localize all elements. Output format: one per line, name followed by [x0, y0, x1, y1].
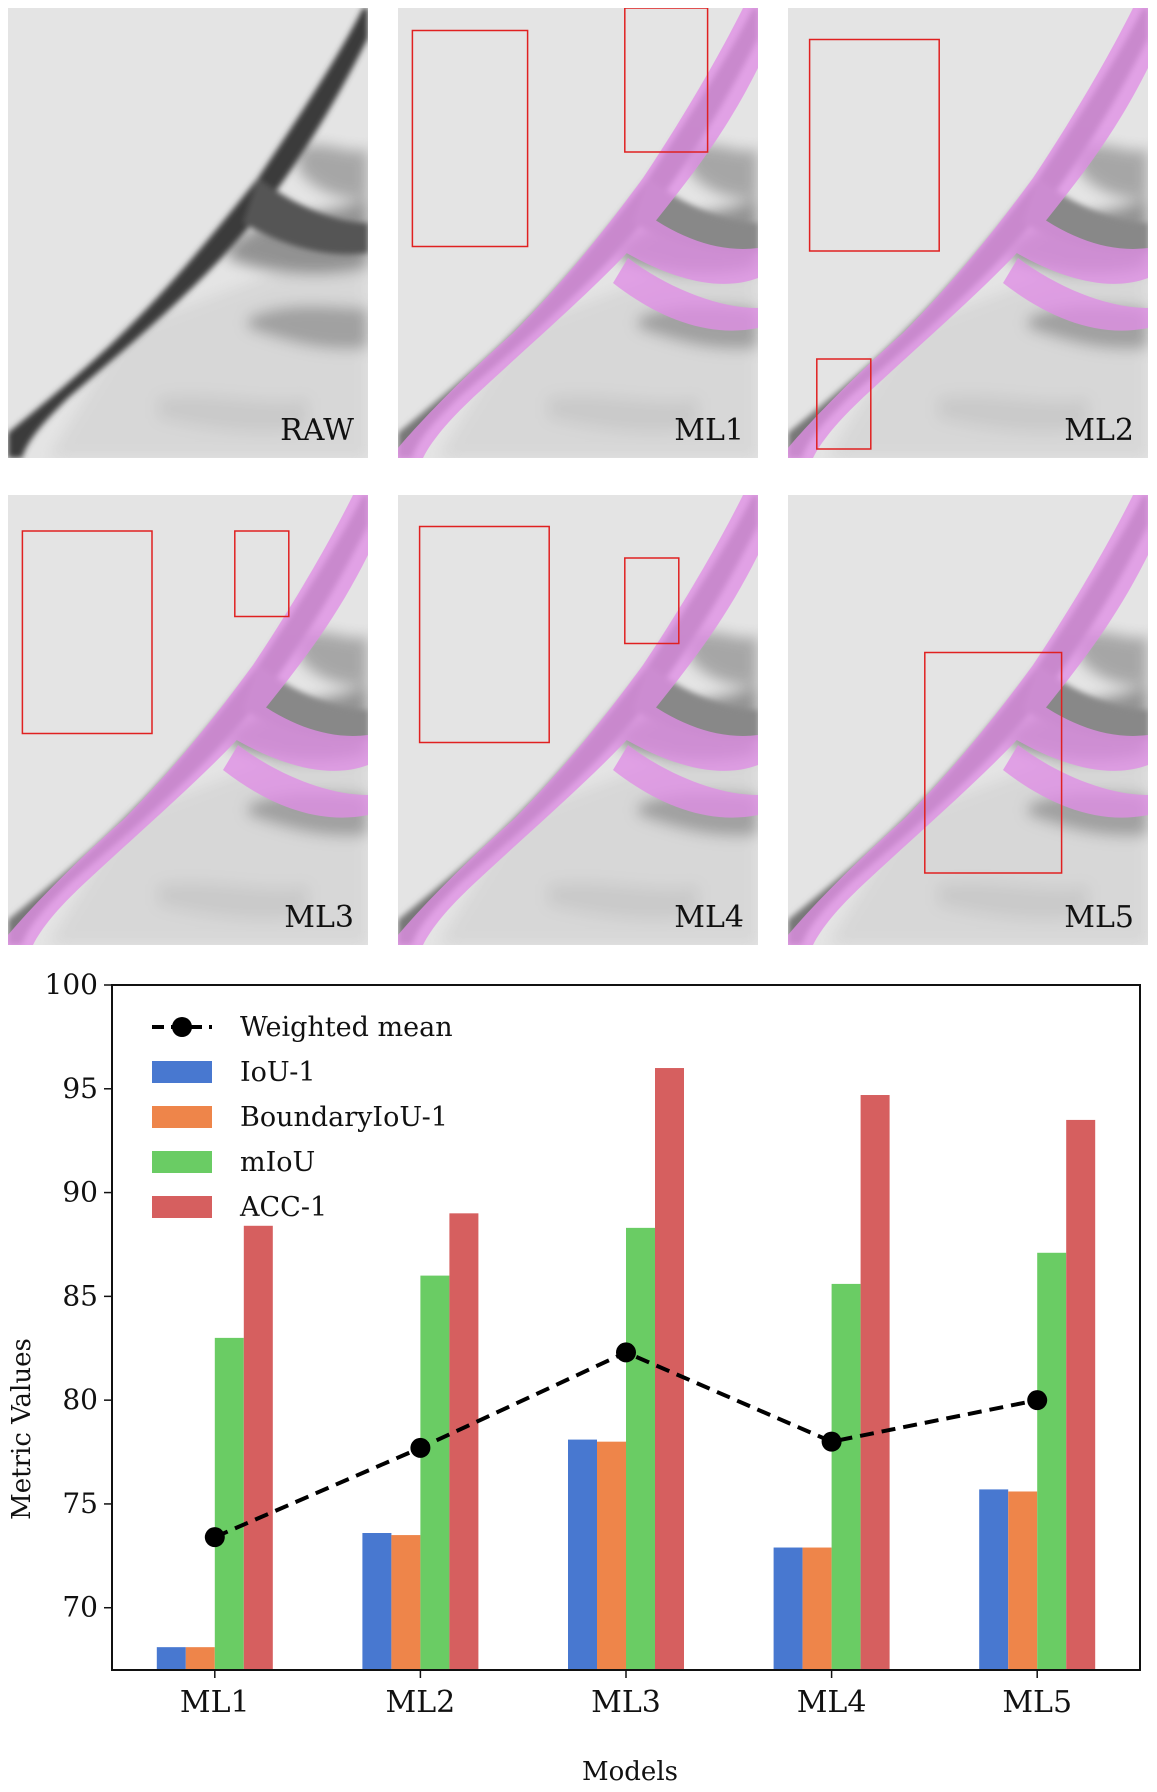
legend-entry-acc-1: ACC-1: [152, 1192, 327, 1223]
x-tick-label: ML4: [797, 1685, 867, 1720]
svg-text:Weighted mean: Weighted mean: [240, 1012, 453, 1043]
bar-boundaryiou-1-ml1: [185, 1647, 215, 1670]
y-axis-label: Metric Values: [7, 1338, 37, 1520]
panel-ml3: ML3: [8, 495, 368, 945]
zoom-box: [808, 38, 940, 252]
bar-iou-1-ml2: [362, 1533, 392, 1670]
weighted-mean-point-ml3: [616, 1342, 636, 1363]
zoom-box: [234, 530, 290, 618]
micrograph-image: [398, 495, 758, 945]
weighted-mean-point-ml1: [204, 1527, 225, 1548]
bar-miou-ml2: [420, 1275, 450, 1670]
bar-iou-1-ml5: [979, 1489, 1009, 1670]
x-tick-label: ML1: [180, 1685, 250, 1720]
bar-acc-1-ml4: [860, 1095, 890, 1670]
legend-entry-boundaryiou-1: BoundaryIoU-1: [152, 1102, 448, 1133]
bar-iou-1-ml1: [156, 1647, 186, 1670]
y-tick-label: 70: [62, 1591, 98, 1624]
y-tick-label: 80: [62, 1383, 98, 1416]
legend-entry-weighted-mean: Weighted mean: [152, 1012, 453, 1043]
y-tick-label: 90: [62, 1176, 98, 1209]
bar-boundaryiou-1-ml5: [1008, 1491, 1038, 1670]
legend-entry-miou: mIoU: [152, 1147, 315, 1178]
micrograph-image: [8, 495, 368, 945]
micrograph-image: [788, 8, 1148, 458]
axes-layer: 70 75 80 85 90 95 100 ML1 ML2 ML3 ML4 ML5: [45, 968, 1141, 1720]
panel-label: RAW: [280, 413, 354, 448]
bar-miou-ml5: [1037, 1252, 1067, 1670]
bar-acc-1-ml1: [243, 1225, 273, 1670]
panel-label: ML2: [1064, 413, 1134, 448]
weighted-mean-line-layer: [204, 1342, 1048, 1548]
svg-text:mIoU: mIoU: [240, 1147, 315, 1178]
panel-ml2: ML2: [788, 8, 1148, 458]
zoom-box: [624, 557, 680, 645]
legend-entry-iou-1: IoU-1: [152, 1057, 316, 1088]
panel-ml4: ML4: [398, 495, 758, 945]
bar-acc-1-ml5: [1066, 1119, 1096, 1670]
bar-boundaryiou-1-ml3: [597, 1441, 626, 1670]
bar-boundaryiou-1-ml4: [802, 1547, 832, 1670]
zoom-box: [411, 29, 529, 248]
weighted-mean-point-ml4: [821, 1431, 842, 1452]
micrograph-image: [8, 8, 368, 458]
zoom-box: [418, 525, 550, 744]
x-axis-label: Models: [582, 1757, 678, 1787]
bar-iou-1-ml4: [773, 1547, 803, 1670]
zoom-box: [816, 358, 872, 450]
y-tick-label: 100: [45, 968, 98, 1001]
panel-label: ML4: [674, 900, 744, 935]
bar-miou-ml3: [626, 1227, 655, 1670]
bar-miou-ml1: [214, 1337, 244, 1670]
zoom-box: [624, 8, 709, 153]
panel-raw: RAW: [8, 8, 368, 458]
bar-miou-ml4: [831, 1283, 861, 1670]
legend: Weighted mean IoU-1 BoundaryIoU-1 mIoU ACC-1: [152, 1012, 453, 1223]
panel-label: ML5: [1064, 900, 1134, 935]
panel-ml5: ML5: [788, 495, 1148, 945]
zoom-box: [21, 530, 153, 735]
bar-acc-1-ml2: [449, 1213, 479, 1670]
bar-boundaryiou-1-ml2: [391, 1535, 421, 1670]
x-tick-label: ML5: [1002, 1685, 1072, 1720]
x-tick-label: ML3: [591, 1685, 661, 1720]
panel-label: ML3: [284, 900, 354, 935]
panel-ml1: ML1: [398, 8, 758, 458]
metrics-chart: 70 75 80 85 90 95 100 ML1 ML2 ML3 ML4 ML5 Weighted …: [7, 968, 1141, 1787]
weighted-mean-point-ml2: [410, 1437, 431, 1458]
bars-layer: [156, 1068, 1096, 1670]
y-tick-label: 85: [62, 1279, 98, 1312]
y-tick-label: 95: [62, 1072, 98, 1105]
micrograph-image: [788, 495, 1148, 945]
micrograph-image: [398, 8, 758, 458]
panel-label: ML1: [674, 413, 744, 448]
bar-iou-1-ml3: [568, 1439, 597, 1670]
y-tick-label: 75: [62, 1487, 98, 1520]
x-tick-label: ML2: [386, 1685, 456, 1720]
svg-text:IoU-1: IoU-1: [240, 1057, 316, 1088]
zoom-box: [924, 651, 1063, 874]
svg-text:BoundaryIoU-1: BoundaryIoU-1: [240, 1102, 448, 1133]
svg-text:ACC-1: ACC-1: [239, 1192, 327, 1223]
weighted-mean-point-ml5: [1027, 1390, 1048, 1411]
